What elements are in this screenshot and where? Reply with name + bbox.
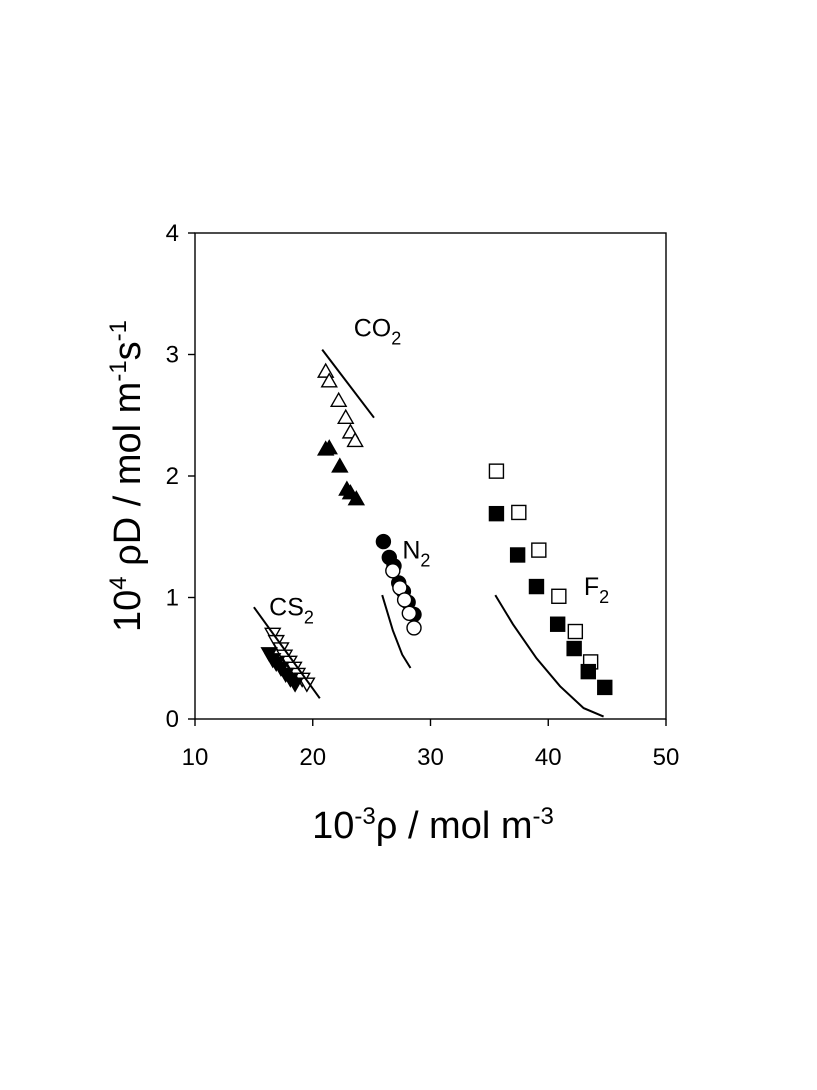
y-tick-label-3: 3 bbox=[166, 342, 179, 369]
series-4-point-2 bbox=[396, 592, 413, 608]
series-6-square-open bbox=[488, 463, 599, 670]
series-6-point-1 bbox=[511, 504, 527, 521]
series-0-point-3 bbox=[337, 408, 355, 425]
series-7-point-6 bbox=[597, 679, 613, 696]
series-2-line bbox=[321, 348, 375, 419]
series-7-square-filled bbox=[488, 505, 613, 696]
label-cs2-sub: 2 bbox=[304, 608, 314, 628]
y-tick-label-0: 0 bbox=[166, 706, 179, 733]
series-11-line bbox=[253, 606, 321, 699]
x-tick-labels: 10 20 30 40 50 bbox=[182, 744, 680, 771]
series-2-line bbox=[321, 348, 375, 419]
series-7-point-3 bbox=[549, 616, 566, 632]
series-10-point-6 bbox=[286, 677, 304, 693]
series-1-point-5 bbox=[347, 490, 366, 506]
label-cs2-base: CS bbox=[269, 594, 304, 622]
series-7-point-2 bbox=[528, 578, 545, 595]
label-co2-base: CO bbox=[354, 314, 392, 342]
y-tick-label-4: 4 bbox=[166, 220, 179, 247]
series-0-point-2 bbox=[329, 391, 348, 407]
x-tick-label-4: 50 bbox=[653, 744, 680, 771]
plot-frame bbox=[194, 232, 667, 720]
y-axis-title: 104 ρD / mol m-1s-1 bbox=[105, 320, 149, 632]
series-7-point-0 bbox=[488, 505, 505, 522]
series-6-point-4 bbox=[567, 623, 584, 640]
series-7-point-5 bbox=[580, 663, 596, 680]
series-6-point-2 bbox=[531, 542, 547, 558]
series-8-line bbox=[494, 594, 604, 718]
series-5-line bbox=[381, 594, 412, 669]
y-tick-label-2: 2 bbox=[166, 463, 179, 490]
series-6-point-3 bbox=[551, 588, 567, 604]
series-11-line bbox=[253, 606, 321, 699]
label-n2-base: N bbox=[402, 537, 420, 565]
label-co2-sub: 2 bbox=[391, 328, 401, 348]
x-tick-label-1: 20 bbox=[299, 744, 326, 771]
label-f2-base: F bbox=[584, 573, 599, 601]
x-axis-title: 10-3ρ / mol m-3 bbox=[312, 803, 554, 847]
series-1-point-1 bbox=[320, 439, 338, 455]
label-co2: CO2 bbox=[354, 314, 402, 348]
series-1-triangle-up-filled bbox=[316, 439, 366, 506]
x-tick-label-0: 10 bbox=[182, 744, 209, 771]
label-n2: N2 bbox=[402, 537, 430, 571]
series-4-point-3 bbox=[401, 605, 418, 621]
series-1-point-2 bbox=[331, 457, 349, 473]
series-4-circle-open bbox=[385, 563, 422, 636]
series-4-point-0 bbox=[385, 563, 401, 579]
series-6-point-0 bbox=[488, 463, 505, 479]
series-3-point-0 bbox=[375, 533, 392, 550]
series-4-point-4 bbox=[406, 620, 422, 636]
y-tick-label-1: 1 bbox=[166, 585, 179, 612]
y-tick-labels: 0 1 2 3 4 bbox=[166, 220, 179, 733]
series-0-triangle-up-open bbox=[316, 362, 364, 448]
label-cs2: CS2 bbox=[269, 594, 314, 628]
series-0-point-0 bbox=[316, 362, 335, 378]
series-layer bbox=[253, 348, 613, 718]
x-tick-label-2: 30 bbox=[417, 744, 444, 771]
label-f2-sub: 2 bbox=[599, 587, 609, 607]
series-8-line bbox=[494, 594, 604, 718]
x-tick-label-3: 40 bbox=[535, 744, 562, 771]
series-10-triangle-down-filled bbox=[260, 647, 304, 693]
series-0-point-1 bbox=[320, 372, 338, 388]
series-5-line bbox=[381, 594, 412, 669]
series-0-point-5 bbox=[346, 431, 364, 448]
label-n2-sub: 2 bbox=[420, 551, 430, 571]
series-7-point-1 bbox=[509, 547, 526, 563]
axis-ticks bbox=[188, 232, 667, 726]
series-7-point-4 bbox=[566, 640, 582, 657]
label-f2: F2 bbox=[584, 573, 609, 607]
